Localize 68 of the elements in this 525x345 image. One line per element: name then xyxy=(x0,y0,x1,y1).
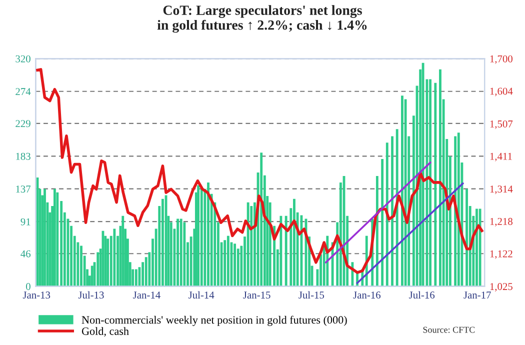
bar xyxy=(250,206,253,286)
bar xyxy=(197,185,200,286)
bar xyxy=(280,216,282,286)
y2-tick-label: 1,411 xyxy=(490,152,512,162)
bar xyxy=(246,202,250,286)
bar xyxy=(386,142,388,286)
bar xyxy=(161,198,164,286)
y2-tick-label: 1,025 xyxy=(490,283,512,292)
bar xyxy=(439,69,442,286)
y2-tick-label: 1,218 xyxy=(490,218,512,226)
x-tick-label: Jan-14 xyxy=(133,292,160,299)
bar xyxy=(180,218,182,286)
bar xyxy=(293,198,296,286)
bar xyxy=(56,192,59,286)
bar xyxy=(90,266,94,286)
bar xyxy=(207,182,210,286)
y-tick-label: 183 xyxy=(16,152,30,160)
x-tick-label: Jul-14 xyxy=(188,291,214,299)
bar xyxy=(284,216,288,286)
bar xyxy=(401,96,404,286)
bar xyxy=(224,240,226,286)
y2-tick-label: 1,122 xyxy=(490,250,512,259)
bar xyxy=(183,222,186,286)
bar xyxy=(234,244,236,286)
x-tick-label: Jul-13 xyxy=(78,291,104,299)
y-tick-label: 0 xyxy=(26,283,30,290)
x-tick-label: Jul-16 xyxy=(409,291,435,299)
bar xyxy=(376,176,378,286)
chart-title: CoT: Large speculators' net longs in gold futures ↑ 2.2%; cash ↓ 1.4% xyxy=(157,5,367,33)
bar xyxy=(476,208,478,286)
bar xyxy=(54,188,56,286)
bar xyxy=(478,208,482,286)
y2-tick-label: 1,507 xyxy=(490,120,513,129)
bar xyxy=(434,82,437,286)
bar xyxy=(381,158,384,286)
bar xyxy=(134,269,138,286)
x-tick-label: Jan-15 xyxy=(243,292,270,299)
bar xyxy=(429,79,432,286)
y-tick-label: 46 xyxy=(20,250,31,258)
bar xyxy=(176,218,179,286)
bar xyxy=(457,132,460,286)
x-tick-label: Jan-17 xyxy=(464,292,491,299)
y-tick-label: 137 xyxy=(16,186,31,193)
bar xyxy=(200,186,203,286)
x-tick-label: Jan-13 xyxy=(22,292,50,299)
y-tick-label: 320 xyxy=(16,55,30,62)
bar xyxy=(391,136,394,286)
bar xyxy=(122,216,124,286)
y2-tick-label: 1,700 xyxy=(490,55,512,64)
x-tick-label: Jul-15 xyxy=(298,291,324,299)
legend-label: Gold, cash xyxy=(82,327,129,337)
line-series xyxy=(36,68,484,274)
bar xyxy=(44,188,46,286)
bar xyxy=(80,246,82,286)
x-tick-label: Jan-16 xyxy=(353,292,380,299)
bar xyxy=(106,238,110,286)
y2-tick-label: 1,314 xyxy=(490,186,513,194)
bar xyxy=(466,188,468,286)
y-tick-label: 91 xyxy=(20,218,30,226)
legend-label: Non-commercials' weekly net position in gold futures (000) xyxy=(82,316,347,326)
bar xyxy=(226,236,230,286)
bar xyxy=(96,252,100,286)
y-tick-label: 274 xyxy=(16,88,31,95)
y2-tick-label: 1,604 xyxy=(490,88,513,96)
bar xyxy=(260,152,263,286)
y-tick-label: 229 xyxy=(16,120,30,128)
bar xyxy=(113,228,116,286)
source-note: Source: CFTC xyxy=(423,326,475,333)
